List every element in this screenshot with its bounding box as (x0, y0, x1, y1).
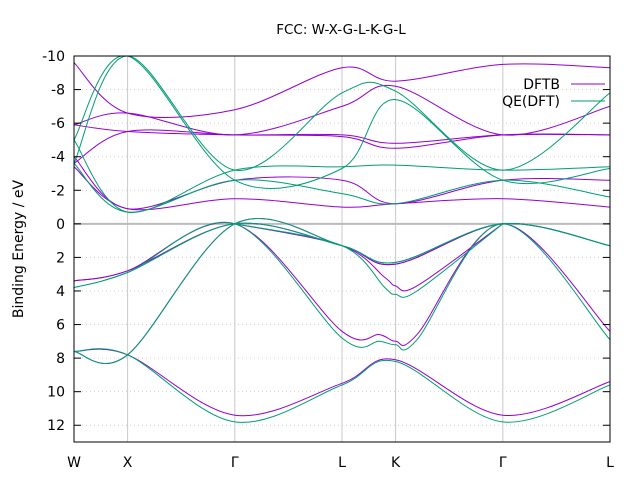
x-tick-label: L (338, 455, 346, 471)
y-tick-label: 6 (56, 318, 65, 334)
series-layer (74, 56, 610, 423)
x-tick-label: Γ (499, 455, 507, 471)
y-tick-label: 4 (56, 284, 65, 300)
legend-label: DFTB (523, 77, 560, 93)
axis-ticks: W X Γ L K Γ L -10 -8 -6 -4 -2 0 2 4 6 8 10 12 (42, 49, 614, 471)
band-line (234, 223, 504, 292)
y-tick-label: 8 (56, 351, 65, 367)
y-tick-label: 0 (56, 217, 65, 233)
legend-label: QE(DFT) (502, 94, 560, 110)
y-tick-label: -2 (51, 183, 65, 199)
series-qe-dft (74, 56, 610, 423)
y-tick-label: -8 (51, 83, 65, 99)
plot-frame (73, 55, 611, 443)
band-line (74, 84, 610, 136)
y-tick-label: 12 (47, 418, 65, 434)
y-tick-label: 2 (56, 250, 65, 266)
band-line (74, 348, 610, 423)
y-tick-label: -10 (42, 49, 65, 65)
x-tick-label: L (606, 455, 614, 471)
x-tick-label: W (67, 455, 81, 471)
chart-title: FCC: W-X-G-L-K-G-L (276, 22, 406, 38)
y-axis-label: Binding Energy / eV (11, 179, 27, 318)
y-tick-label: 10 (47, 385, 65, 401)
grid (73, 55, 611, 442)
band-line (74, 62, 610, 118)
y-tick-label: -6 (51, 116, 65, 132)
x-tick-label: X (123, 455, 133, 471)
band-line (74, 348, 610, 417)
x-tick-label: Γ (231, 455, 239, 471)
band-line (74, 56, 610, 171)
band-line (234, 223, 504, 298)
x-tick-label: K (391, 455, 401, 471)
band-line (74, 56, 610, 189)
y-tick-label: -4 (51, 150, 65, 166)
